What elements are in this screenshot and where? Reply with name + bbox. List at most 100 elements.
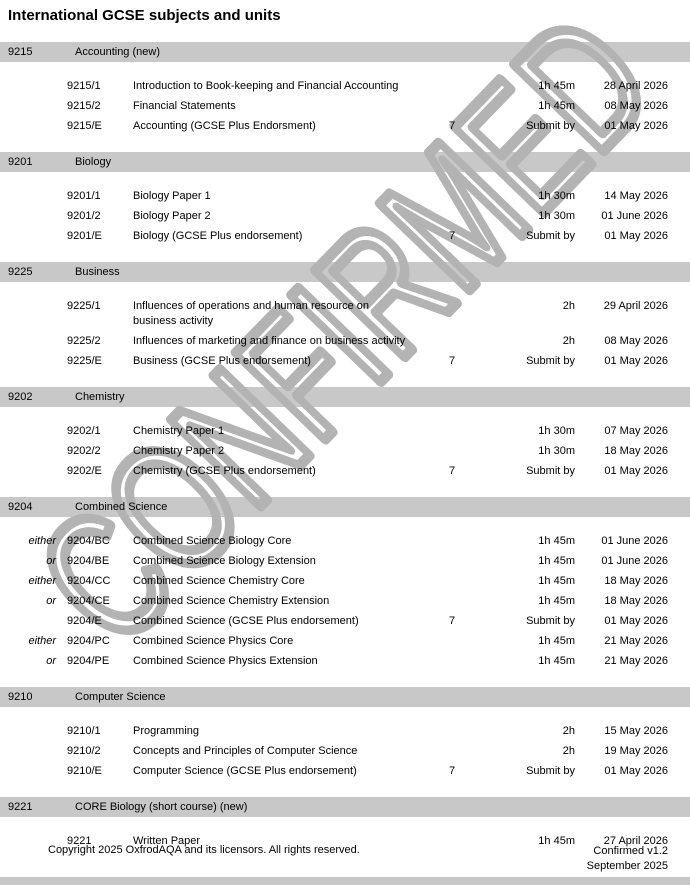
unit-title: Programming: [133, 724, 200, 737]
unit-date: 01 June 2026: [601, 209, 668, 222]
section-name: Accounting (new): [75, 46, 160, 58]
unit-row: 9210/2 Concepts and Principles of Comput…: [0, 741, 690, 761]
unit-date: 07 May 2026: [604, 424, 668, 437]
unit-duration: Submit by: [526, 614, 575, 627]
unit-code: 9202/1: [67, 424, 101, 437]
unit-date: 01 June 2026: [601, 554, 668, 567]
unit-date: 01 June 2026: [601, 534, 668, 547]
section-name: Chemistry: [75, 391, 125, 403]
unit-date: 08 May 2026: [604, 334, 668, 347]
subject-section: 9202 Chemistry 9202/1 Chemistry Paper 1 …: [0, 387, 690, 481]
unit-title: Combined Science Biology Core: [133, 534, 292, 547]
unit-date: 01 May 2026: [604, 119, 668, 132]
unit-date: 08 May 2026: [604, 99, 668, 112]
unit-components-count: 7: [448, 119, 456, 132]
subject-section: 9210 Computer Science 9210/1 Programming…: [0, 687, 690, 781]
unit-row: 9221 Written Paper 1h 45m 27 April 2026: [0, 831, 690, 851]
section-code: 9225: [8, 266, 33, 278]
unit-date: 28 April 2026: [603, 79, 668, 92]
unit-code: 9204/BE: [67, 554, 110, 567]
unit-title: Accounting (GCSE Plus Endorsment): [133, 119, 316, 132]
unit-date: 18 May 2026: [604, 444, 668, 457]
section-code: 9210: [8, 691, 33, 703]
section-name: Computer Science: [75, 691, 166, 703]
unit-date: 29 April 2026: [603, 299, 668, 312]
either-or-label: or: [46, 554, 56, 567]
unit-title: Financial Statements: [133, 99, 236, 112]
unit-duration: 2h: [562, 334, 575, 347]
section-rows: 9221 Written Paper 1h 45m 27 April 2026: [0, 831, 690, 851]
section-rows: 9210/1 Programming 2h 15 May 2026 9210/2…: [0, 721, 690, 781]
unit-code: 9204/E: [67, 614, 102, 627]
section-header-bar: 9210 Computer Science: [0, 687, 690, 707]
unit-duration: Submit by: [526, 229, 575, 242]
unit-row: 9201/E Biology (GCSE Plus endorsement) 7…: [0, 226, 690, 246]
unit-code: 9204/PE: [67, 654, 110, 667]
unit-date: 01 May 2026: [604, 464, 668, 477]
unit-date: 21 May 2026: [604, 634, 668, 647]
unit-row: or 9204/CE Combined Science Chemistry Ex…: [0, 591, 690, 611]
unit-row: either 9204/CC Combined Science Chemistr…: [0, 571, 690, 591]
unit-duration: Submit by: [526, 764, 575, 777]
unit-title: Biology (GCSE Plus endorsement): [133, 229, 303, 242]
unit-code: 9204/CE: [67, 594, 110, 607]
unit-code: 9201/2: [67, 209, 101, 222]
unit-date: 01 May 2026: [604, 354, 668, 367]
section-rows: 9201/1 Biology Paper 1 1h 30m 14 May 202…: [0, 186, 690, 246]
section-name: CORE Biology (short course) (new): [75, 801, 248, 813]
unit-row: 9215/2 Financial Statements 1h 45m 08 Ma…: [0, 96, 690, 116]
unit-row: either 9204/BC Combined Science Biology …: [0, 531, 690, 551]
unit-duration: 1h 30m: [538, 209, 575, 222]
unit-code: 9215/1: [67, 79, 101, 92]
unit-code: 9225/1: [67, 299, 101, 312]
unit-date: 01 May 2026: [604, 229, 668, 242]
unit-code: 9210/2: [67, 744, 101, 757]
section-header-bar: 9201 Biology: [0, 152, 690, 172]
unit-duration: 1h 45m: [538, 834, 575, 847]
unit-row: 9210/1 Programming 2h 15 May 2026: [0, 721, 690, 741]
unit-row: or 9204/BE Combined Science Biology Exte…: [0, 551, 690, 571]
unit-title: Combined Science Chemistry Extension: [133, 594, 330, 607]
unit-components-count: 7: [448, 764, 456, 777]
unit-components-count: 7: [448, 354, 456, 367]
either-or-label: either: [28, 534, 56, 547]
unit-row: 9202/E Chemistry (GCSE Plus endorsement)…: [0, 461, 690, 481]
unit-code: 9204/PC: [67, 634, 110, 647]
unit-date: 18 May 2026: [604, 574, 668, 587]
unit-date: 19 May 2026: [604, 744, 668, 757]
unit-duration: 1h 45m: [538, 654, 575, 667]
section-code: 9201: [8, 156, 33, 168]
unit-title: Influences of operations and human resou…: [133, 299, 370, 327]
unit-code: 9204/BC: [67, 534, 110, 547]
either-or-label: either: [28, 574, 56, 587]
unit-duration: Submit by: [526, 464, 575, 477]
unit-duration: 2h: [562, 724, 575, 737]
either-or-label: or: [46, 594, 56, 607]
section-rows: either 9204/BC Combined Science Biology …: [0, 531, 690, 671]
section-code: 9215: [8, 46, 33, 58]
unit-row: or 9204/PE Combined Science Physics Exte…: [0, 651, 690, 671]
unit-duration: 1h 30m: [538, 444, 575, 457]
unit-code: 9215/2: [67, 99, 101, 112]
unit-title: Influences of marketing and finance on b…: [133, 334, 406, 347]
unit-title: Combined Science (GCSE Plus endorsement): [133, 614, 359, 627]
unit-date: 21 May 2026: [604, 654, 668, 667]
page-title: International GCSE subjects and units: [8, 7, 281, 24]
unit-title: Biology Paper 2: [133, 209, 211, 222]
unit-date: 01 May 2026: [604, 764, 668, 777]
unit-date: 27 April 2026: [603, 834, 668, 847]
section-name: Combined Science: [75, 501, 168, 513]
unit-code: 9201/E: [67, 229, 102, 242]
unit-title: Introduction to Book-keeping and Financi…: [133, 79, 399, 92]
unit-duration: 1h 45m: [538, 594, 575, 607]
unit-title: Chemistry Paper 2: [133, 444, 225, 457]
unit-code: 9204/CC: [67, 574, 111, 587]
unit-components-count: 7: [448, 464, 456, 477]
footer-copyright: Copyright 2025 OxfrodAQA and its licenso…: [48, 844, 360, 856]
unit-title: Chemistry (GCSE Plus endorsement): [133, 464, 316, 477]
unit-duration: 1h 45m: [538, 634, 575, 647]
unit-title: Combined Science Physics Extension: [133, 654, 318, 667]
unit-duration: 1h 45m: [538, 554, 575, 567]
unit-title: Written Paper: [133, 834, 201, 847]
